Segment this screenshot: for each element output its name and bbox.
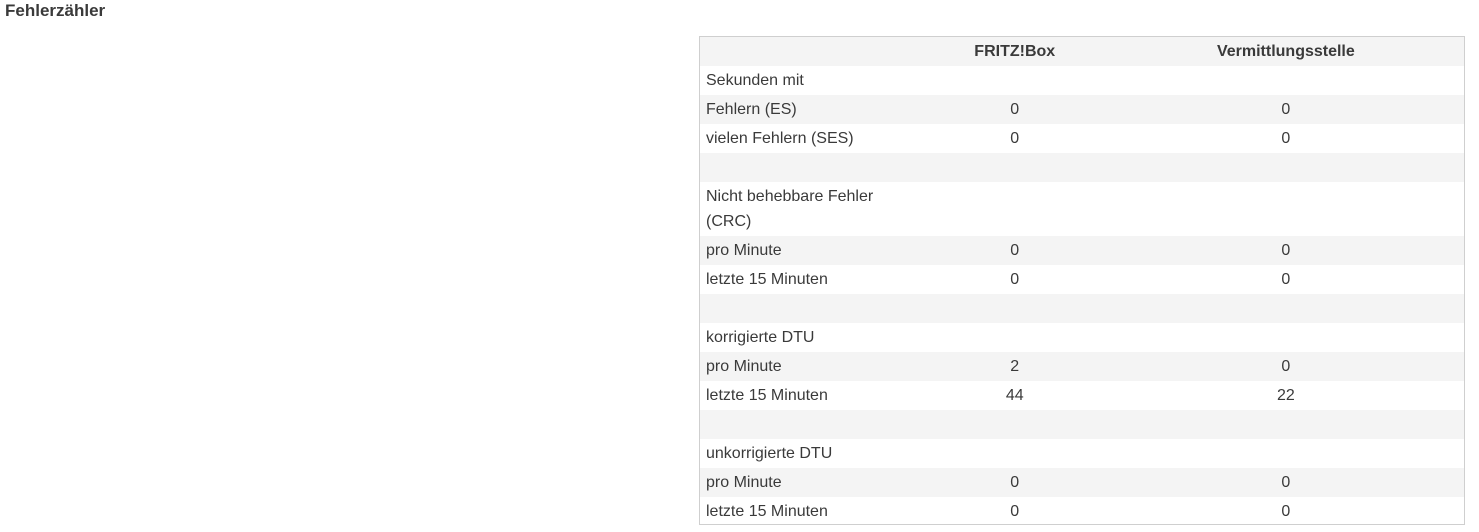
table-spacer-row bbox=[700, 153, 1464, 182]
table-row: Fehlern (ES) 0 0 bbox=[700, 95, 1464, 124]
vermittlungsstelle-value: 0 bbox=[1281, 241, 1291, 259]
table-spacer-row bbox=[700, 410, 1464, 439]
vermittlungsstelle-value: 0 bbox=[1281, 473, 1291, 491]
fritzbox-value: 0 bbox=[1010, 502, 1020, 520]
row-label: pro Minute bbox=[706, 358, 782, 375]
table-spacer-row bbox=[700, 294, 1464, 323]
vermittlungsstelle-value: 0 bbox=[1281, 270, 1291, 288]
row-label: pro Minute bbox=[706, 474, 782, 491]
row-label: unkorrigierte DTU bbox=[706, 445, 833, 462]
table-row: pro Minute 0 0 bbox=[700, 236, 1464, 265]
row-label: Nicht behebbare Fehler (CRC) bbox=[706, 188, 874, 230]
row-label: vielen Fehlern (SES) bbox=[706, 130, 854, 147]
vermittlungsstelle-value: 0 bbox=[1281, 100, 1291, 118]
row-label: letzte 15 Minuten bbox=[706, 387, 828, 404]
table-row: vielen Fehlern (SES) 0 0 bbox=[700, 124, 1464, 153]
table-row: letzte 15 Minuten 44 22 bbox=[700, 381, 1464, 410]
fritzbox-value: 44 bbox=[1005, 386, 1024, 404]
fritzbox-value: 0 bbox=[1010, 241, 1020, 259]
column-header-vermittlungsstelle: Vermittlungsstelle bbox=[1216, 42, 1355, 60]
table-row: Nicht behebbare Fehler (CRC) bbox=[700, 182, 1464, 236]
fritzbox-value: 0 bbox=[1010, 100, 1020, 118]
row-label: korrigierte DTU bbox=[706, 329, 815, 346]
row-label: letzte 15 Minuten bbox=[706, 503, 828, 520]
vermittlungsstelle-value: 0 bbox=[1281, 357, 1291, 375]
vermittlungsstelle-value: 0 bbox=[1281, 129, 1291, 147]
fritzbox-value: 2 bbox=[1010, 357, 1020, 375]
table-row: pro Minute 0 0 bbox=[700, 468, 1464, 497]
table-row: Sekunden mit bbox=[700, 66, 1464, 95]
row-label: Sekunden mit bbox=[706, 72, 804, 89]
row-label: letzte 15 Minuten bbox=[706, 271, 828, 288]
fritzbox-value: 0 bbox=[1010, 473, 1020, 491]
error-counter-table: FRITZ!Box Vermittlungsstelle Sekunden mi… bbox=[699, 36, 1465, 525]
table-header: FRITZ!Box Vermittlungsstelle bbox=[700, 37, 1464, 66]
fritzbox-value: 0 bbox=[1010, 129, 1020, 147]
table-row: pro Minute 2 0 bbox=[700, 352, 1464, 381]
table-row: letzte 15 Minuten 0 0 bbox=[700, 265, 1464, 294]
section-title: Fehlerzähler bbox=[5, 1, 106, 20]
row-label: pro Minute bbox=[706, 242, 782, 259]
column-header-fritzbox: FRITZ!Box bbox=[974, 42, 1056, 60]
vermittlungsstelle-value: 0 bbox=[1281, 502, 1291, 520]
table-row: letzte 15 Minuten 0 0 bbox=[700, 497, 1464, 524]
table-row: unkorrigierte DTU bbox=[700, 439, 1464, 468]
table-row: korrigierte DTU bbox=[700, 323, 1464, 352]
vermittlungsstelle-value: 22 bbox=[1276, 386, 1295, 404]
row-label: Fehlern (ES) bbox=[706, 101, 797, 118]
fritzbox-value: 0 bbox=[1010, 270, 1020, 288]
